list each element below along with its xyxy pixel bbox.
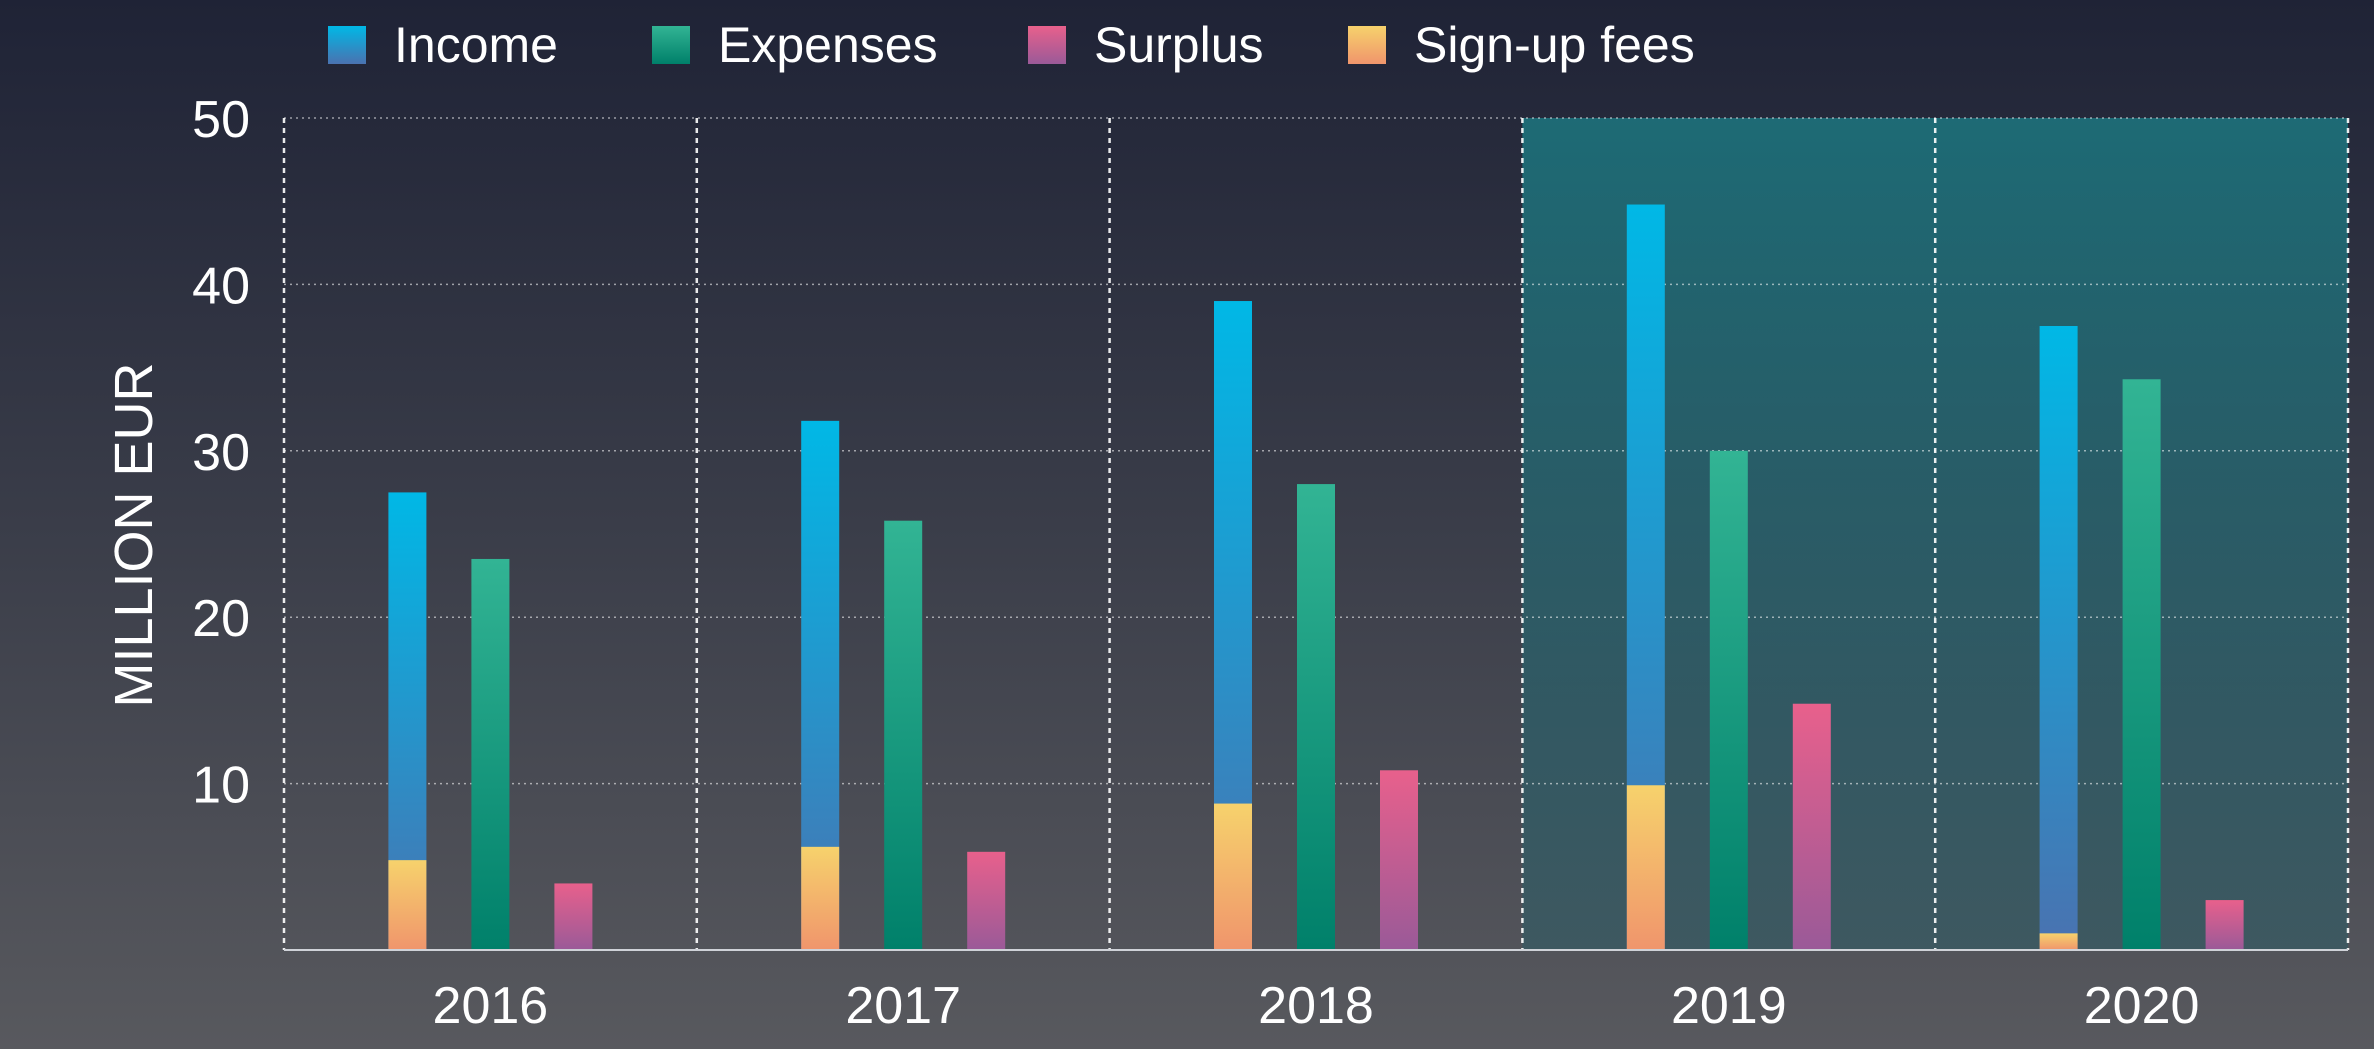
bar-expenses-2020 — [2122, 379, 2161, 950]
bar-sign-up-fees-2016 — [388, 860, 427, 950]
bar-expenses-2016 — [471, 558, 510, 950]
x-tick-label: 2020 — [2084, 977, 2200, 1035]
axes: 10 20 30 40 50 2016 2017 2018 2019 2020 — [192, 91, 2348, 1035]
legend-swatch-sign-up-fees — [1348, 26, 1386, 64]
legend-label: Surplus — [1094, 17, 1264, 73]
legend-swatch-expenses — [652, 26, 690, 64]
legend: Income Expenses Surplus Sign-up fees — [328, 17, 1695, 73]
bar-surplus-2019 — [1792, 703, 1831, 950]
y-tick-label: 50 — [192, 91, 250, 149]
x-tick-label: 2017 — [845, 977, 961, 1035]
bar-surplus-2017 — [967, 851, 1006, 950]
bar-income-2020 — [2039, 326, 2078, 950]
bar-surplus-2016 — [554, 883, 593, 950]
y-tick-label: 40 — [192, 257, 250, 315]
bar-expenses-2019 — [1709, 450, 1748, 950]
legend-label: Income — [394, 17, 558, 73]
legend-swatch-surplus — [1028, 26, 1066, 64]
legend-swatch-income — [328, 26, 366, 64]
x-tick-label: 2016 — [433, 977, 549, 1035]
y-axis-label: MILLION EUR — [104, 362, 164, 707]
bar-sign-up-fees-2020 — [2039, 933, 2078, 950]
bar-sign-up-fees-2019 — [1626, 785, 1665, 950]
legend-label: Expenses — [718, 17, 938, 73]
x-tick-label: 2019 — [1671, 977, 1787, 1035]
bar-expenses-2017 — [884, 520, 923, 950]
y-tick-label: 20 — [192, 590, 250, 648]
bar-surplus-2018 — [1380, 770, 1418, 950]
y-tick-label: 10 — [192, 757, 250, 815]
x-tick-label: 2018 — [1258, 977, 1374, 1035]
y-tick-label: 30 — [192, 424, 250, 482]
bars — [388, 204, 2244, 950]
legend-label: Sign-up fees — [1414, 17, 1695, 73]
bar-expenses-2018 — [1297, 484, 1335, 950]
bar-surplus-2020 — [2205, 900, 2244, 950]
bar-sign-up-fees-2018 — [1214, 803, 1252, 950]
bar-sign-up-fees-2017 — [801, 846, 840, 950]
